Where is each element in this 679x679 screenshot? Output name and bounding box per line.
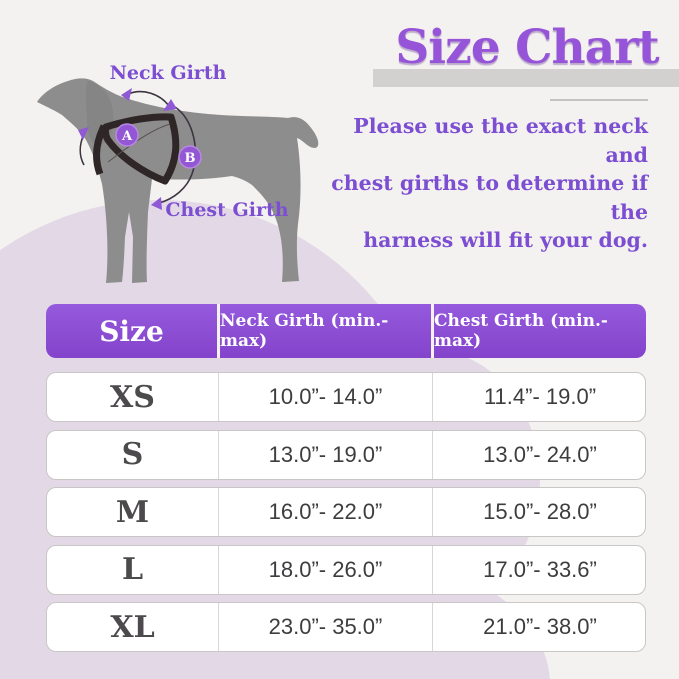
title-underline — [550, 99, 648, 101]
neck-girth-value: 10.0”- 14.0” — [218, 373, 432, 421]
size-table: Size Neck Girth (min.-max) Chest Girth (… — [46, 304, 646, 660]
column-header-chest-girth: Chest Girth (min.-max) — [431, 304, 646, 358]
arrowhead-icon — [121, 88, 132, 101]
harness-vest — [101, 113, 180, 185]
table-row: L 18.0”- 26.0” 17.0”- 33.6” — [46, 544, 647, 595]
badge-b-label: B — [185, 151, 196, 166]
dog-harness-diagram: A B Neck Girth Chest Girth — [37, 62, 319, 283]
size-value: M — [115, 494, 150, 530]
chest-girth-value: 15.0”- 28.0” — [432, 488, 647, 536]
chest-girth-value: 11.4”- 19.0” — [432, 373, 647, 421]
neck-girth-value: 16.0”- 22.0” — [218, 488, 432, 536]
table-row: XS 10.0”- 14.0” 11.4”- 19.0” — [46, 372, 646, 422]
badge-a-label: A — [121, 129, 133, 144]
table-row: XL 23.0”- 35.0” 21.0”- 38.0” — [46, 602, 646, 652]
neck-girth-value: 13.0”- 19.0” — [218, 430, 432, 479]
size-value: XL — [110, 609, 155, 645]
chest-girth-value: 17.0”- 33.6” — [432, 545, 647, 594]
badge-a-circle — [115, 123, 139, 147]
column-header-size: Size — [99, 314, 164, 348]
arrowhead-icon — [151, 197, 162, 210]
size-value: XS — [110, 379, 155, 415]
page-title: Size Chart — [395, 20, 659, 75]
arrowhead-icon — [163, 99, 177, 111]
chest-girth-label: Chest Girth — [165, 199, 288, 221]
chest-girth-value: 13.0”- 24.0” — [432, 430, 647, 479]
neck-girth-arc — [127, 90, 170, 107]
table-header-row: Size Neck Girth (min.-max) Chest Girth (… — [46, 304, 646, 358]
chest-girth-arc — [158, 106, 197, 204]
size-value: S — [121, 437, 144, 472]
harness-seam — [107, 123, 171, 163]
table-row: M 16.0”- 22.0” 15.0”- 28.0” — [46, 487, 646, 537]
fit-note-text: Please use the exact neck and chest girt… — [331, 114, 648, 252]
neck-girth-value: 23.0”- 35.0” — [218, 603, 432, 651]
size-value: L — [121, 552, 144, 587]
neck-girth-value: 18.0”- 26.0” — [218, 545, 432, 594]
chest-girth-value: 21.0”- 38.0” — [432, 603, 647, 651]
column-header-neck-girth: Neck Girth (min.-max) — [217, 304, 431, 358]
badge-b-circle — [178, 145, 202, 169]
arrowhead-icon — [78, 127, 89, 140]
neck-girth-label: Neck Girth — [110, 62, 227, 84]
title-backdrop-bar — [373, 69, 679, 87]
table-row: S 13.0”- 19.0” 13.0”- 24.0” — [46, 429, 647, 480]
